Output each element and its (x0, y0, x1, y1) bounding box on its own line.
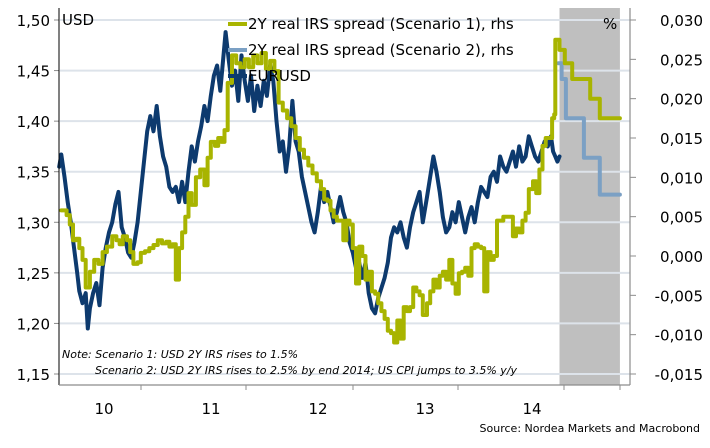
series-layer (57, 30, 622, 345)
right-axis-unit: % (603, 15, 617, 33)
source-text: Source: Nordea Markets and Macrobond (480, 422, 700, 435)
right-tick-label: 0,030 (660, 12, 703, 30)
left-tick-label: 1,35 (17, 164, 50, 182)
right-tick-label: 0,025 (660, 51, 703, 69)
right-tick-label: 0,010 (660, 169, 703, 187)
legend-item-scenario-2[interactable]: 2Y real IRS spread (Scenario 2), rhs (228, 41, 514, 59)
legend-label-scenario-2: 2Y real IRS spread (Scenario 2), rhs (248, 41, 514, 59)
right-tick-label: 0,020 (660, 91, 703, 109)
series-line-eurusd (57, 30, 562, 331)
right-tick-label: -0,005 (655, 287, 703, 305)
left-tick-label: 1,30 (17, 214, 50, 232)
x-tick-label: 11 (201, 400, 220, 418)
x-tick-label: 13 (415, 400, 434, 418)
left-tick-label: 1,15 (17, 366, 50, 384)
left-tick-label: 1,50 (17, 12, 50, 30)
gridlines (60, 19, 630, 375)
right-tick-label: 0,000 (660, 248, 703, 266)
x-axis-ticks: 10 11 12 13 14 (94, 385, 621, 418)
left-tick-label: 1,25 (17, 265, 50, 283)
note-line-2: Scenario 2: USD 2Y IRS rises to 2.5% by … (95, 364, 518, 377)
left-axis-unit: USD (62, 11, 94, 29)
right-tick-label: 0,015 (660, 130, 703, 148)
right-tick-label: -0,010 (655, 327, 703, 345)
left-tick-label: 1,40 (17, 113, 50, 131)
legend-item-scenario-1[interactable]: 2Y real IRS spread (Scenario 1), rhs (228, 15, 514, 33)
x-tick-label: 10 (94, 400, 113, 418)
series-line-scenario-1 (59, 37, 622, 345)
x-tick-label: 12 (308, 400, 327, 418)
note-line-1: Note: Scenario 1: USD 2Y IRS rises to 1.… (62, 348, 298, 361)
legend-label-eurusd: EURUSD (248, 67, 311, 85)
left-tick-label: 1,20 (17, 315, 50, 333)
right-tick-label: -0,015 (655, 366, 703, 384)
left-axis-ticks: 1,50 1,45 1,40 1,35 1,30 1,25 1,20 1,15 (17, 12, 59, 384)
legend: 2Y real IRS spread (Scenario 1), rhs 2Y … (228, 15, 514, 85)
legend-label-scenario-1: 2Y real IRS spread (Scenario 1), rhs (248, 15, 514, 33)
x-tick-label: 14 (522, 400, 541, 418)
right-tick-label: 0,005 (660, 209, 703, 227)
left-tick-label: 1,45 (17, 63, 50, 81)
right-axis-ticks: 0,030 0,025 0,020 0,015 0,010 0,005 0,000 -0,00… (630, 12, 703, 384)
legend-item-eurusd[interactable]: EURUSD (228, 67, 311, 85)
series-line-scenario-2 (556, 61, 622, 197)
